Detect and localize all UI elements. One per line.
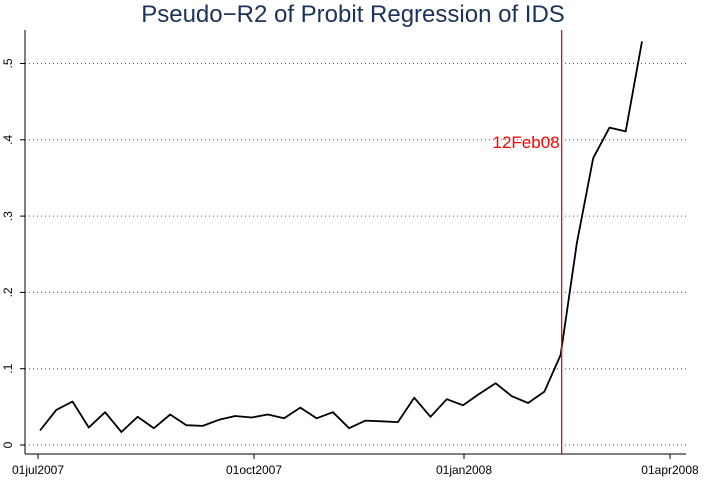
x-tick-label: 01apr2008 [641, 463, 699, 477]
y-tick-label: .4 [1, 134, 15, 144]
series-group [39, 41, 643, 433]
y-tick-label: .1 [1, 363, 15, 373]
gridlines [25, 63, 686, 446]
series-line [39, 41, 643, 433]
x-tick-label: 01oct2007 [226, 463, 282, 477]
y-tick-label: .3 [1, 211, 15, 221]
event-label: 12Feb08 [493, 133, 560, 152]
x-tick-label: 01jan2008 [436, 463, 492, 477]
chart-title: Pseudo−R2 of Probit Regression of IDS [141, 1, 565, 28]
y-tick-label: 0 [1, 441, 15, 448]
x-tick-label: 01jul2007 [12, 463, 64, 477]
axes: 0 .1 .2 .3 .4 .5 01jul2007 01oct2007 01jan2008 01… [1, 30, 699, 477]
y-tick-label: .5 [1, 58, 15, 68]
event-marker: 12Feb08 [493, 30, 563, 454]
y-tick-label: .2 [1, 287, 15, 297]
